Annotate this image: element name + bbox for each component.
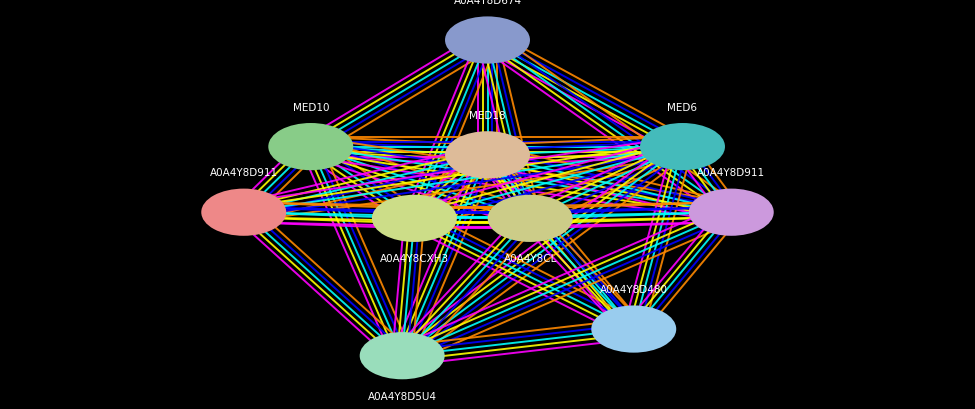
Text: A0A4Y8D911: A0A4Y8D911 [210, 168, 278, 178]
Ellipse shape [361, 333, 444, 378]
Text: MED6: MED6 [668, 103, 697, 112]
Ellipse shape [488, 196, 571, 241]
Ellipse shape [447, 133, 528, 178]
Text: A0A4Y8D674: A0A4Y8D674 [453, 0, 522, 6]
Text: A0A4Y8CXH3: A0A4Y8CXH3 [380, 254, 448, 263]
Text: MED18: MED18 [469, 111, 506, 121]
Text: MED10: MED10 [292, 103, 329, 112]
Text: A0A4Y8D911: A0A4Y8D911 [697, 168, 765, 178]
Text: A0A4Y8D480: A0A4Y8D480 [600, 285, 668, 294]
Ellipse shape [203, 190, 285, 235]
Ellipse shape [642, 125, 723, 170]
Ellipse shape [372, 196, 456, 241]
Ellipse shape [269, 125, 352, 170]
Ellipse shape [690, 190, 772, 235]
Ellipse shape [593, 307, 675, 352]
Text: A0A4Y8CL: A0A4Y8CL [503, 254, 557, 263]
Ellipse shape [447, 18, 528, 63]
Text: A0A4Y8D5U4: A0A4Y8D5U4 [368, 391, 437, 400]
